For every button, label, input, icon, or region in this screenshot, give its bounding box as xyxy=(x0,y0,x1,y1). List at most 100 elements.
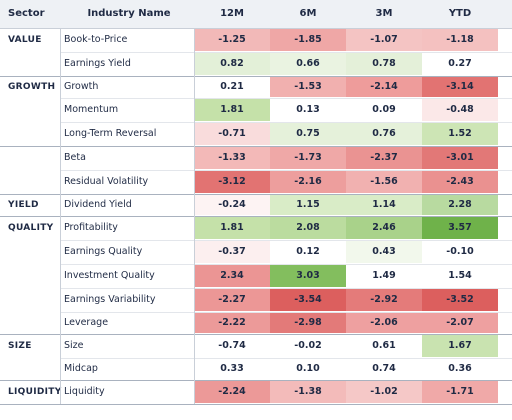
factor-value: -1.56 xyxy=(370,176,398,187)
factor-value: -1.07 xyxy=(370,34,398,45)
factor-value: -2.16 xyxy=(294,176,322,187)
heat-cell xyxy=(194,99,270,121)
heat-cell xyxy=(346,29,422,51)
factor-value: 0.13 xyxy=(296,104,320,115)
column-divider xyxy=(60,28,61,404)
factor-name: Earnings Yield xyxy=(64,58,131,69)
heat-cell xyxy=(270,335,346,357)
factor-value: 0.10 xyxy=(296,363,320,374)
heat-cell xyxy=(270,289,346,311)
table-row: Investment Quality 2.34 3.03 1.49 1.54 xyxy=(0,264,512,288)
table-row: Momentum 1.81 0.13 0.09 -0.48 xyxy=(0,98,512,122)
heat-cell xyxy=(422,77,498,97)
heat-cell xyxy=(194,359,270,379)
group-divider xyxy=(0,194,512,195)
factor-value: 0.78 xyxy=(372,58,396,69)
heat-cell xyxy=(422,195,498,215)
header-industry-name: Industry Name xyxy=(87,8,171,19)
heat-cell xyxy=(422,313,498,333)
factor-value: -0.02 xyxy=(294,340,322,351)
factor-value: 0.43 xyxy=(372,246,396,257)
factor-value: -3.01 xyxy=(446,152,474,163)
factor-name: Profitability xyxy=(64,222,118,233)
factor-value: 0.75 xyxy=(296,128,320,139)
group-divider xyxy=(0,216,512,217)
heat-cell xyxy=(270,241,346,263)
table-row: LIQUIDITY Liquidity -2.24 -1.38 -1.02 -1.71 xyxy=(0,380,512,404)
factor-value: 0.36 xyxy=(448,363,472,374)
heat-cell xyxy=(346,171,422,193)
factor-value: 0.82 xyxy=(220,58,244,69)
row-divider xyxy=(60,264,512,265)
heat-cell xyxy=(270,265,346,287)
table-row: Long-Term Reversal -0.71 0.75 0.76 1.52 xyxy=(0,122,512,146)
factor-name: Midcap xyxy=(64,363,98,374)
table-row: Residual Volatility -3.12 -2.16 -1.56 -2.43 xyxy=(0,170,512,194)
header-6m: 6M xyxy=(299,8,317,19)
factor-value: -1.38 xyxy=(294,386,322,397)
factor-value: 0.27 xyxy=(448,58,472,69)
heat-cell xyxy=(194,195,270,215)
factor-value: 0.33 xyxy=(220,363,244,374)
table-header: Sector Industry Name 12M 6M 3M YTD xyxy=(0,0,512,29)
row-divider xyxy=(60,288,512,289)
sector-label: GROWTH xyxy=(8,82,56,92)
factor-value: -0.74 xyxy=(218,340,246,351)
heat-cell xyxy=(194,335,270,357)
factor-value: 0.21 xyxy=(220,81,244,92)
sector-label: LIQUIDITY xyxy=(8,387,62,397)
factor-name: Dividend Yield xyxy=(64,199,132,210)
factor-value: 3.03 xyxy=(296,270,320,281)
heat-cell xyxy=(346,99,422,121)
heat-cell xyxy=(346,335,422,357)
heat-cell xyxy=(422,265,498,287)
heat-cell xyxy=(422,217,498,239)
sector-label: VALUE xyxy=(8,35,42,45)
heat-cell xyxy=(346,77,422,97)
factor-value: -1.53 xyxy=(294,81,322,92)
heat-cell xyxy=(422,335,498,357)
factor-value: -1.73 xyxy=(294,152,322,163)
heat-cell xyxy=(422,289,498,311)
heat-cell xyxy=(194,289,270,311)
factor-value: 0.74 xyxy=(372,363,396,374)
table-row: GROWTH Growth 0.21 -1.53 -2.14 -3.14 xyxy=(0,76,512,98)
factor-value: -3.14 xyxy=(446,81,474,92)
factor-value: -2.06 xyxy=(370,317,398,328)
row-divider xyxy=(60,170,512,171)
factor-value: 2.28 xyxy=(448,199,472,210)
heat-cell xyxy=(194,29,270,51)
factor-value: -1.25 xyxy=(218,34,246,45)
factor-value: -3.54 xyxy=(294,294,322,305)
header-3m: 3M xyxy=(375,8,393,19)
factor-name: Long-Term Reversal xyxy=(64,128,157,139)
factor-value: 0.66 xyxy=(296,58,320,69)
table-row: Earnings Quality -0.37 0.12 0.43 -0.10 xyxy=(0,240,512,264)
sector-label: SIZE xyxy=(8,341,32,351)
heat-cell xyxy=(270,381,346,403)
heat-cell xyxy=(346,313,422,333)
row-divider xyxy=(60,122,512,123)
heat-cell xyxy=(194,381,270,403)
factor-value: -3.12 xyxy=(218,176,246,187)
factor-value: -0.24 xyxy=(218,199,246,210)
sector-label: YIELD xyxy=(8,200,39,210)
heat-cell xyxy=(346,217,422,239)
heat-cell xyxy=(422,381,498,403)
factor-value: 2.08 xyxy=(296,222,320,233)
factor-value: -2.27 xyxy=(218,294,246,305)
heat-cell xyxy=(346,241,422,263)
factor-value: -1.71 xyxy=(446,386,474,397)
factor-value: -0.10 xyxy=(446,246,474,257)
heat-cell xyxy=(422,147,498,169)
factor-value: -0.71 xyxy=(218,128,246,139)
table-row: Earnings Variability -2.27 -3.54 -2.92 -3.52 xyxy=(0,288,512,312)
factor-name: Book-to-Price xyxy=(64,34,128,45)
group-divider xyxy=(0,76,512,77)
table-row: VALUE Book-to-Price -1.25 -1.85 -1.07 -1.18 xyxy=(0,28,512,52)
row-divider xyxy=(60,312,512,313)
heat-cell xyxy=(194,217,270,239)
row-divider xyxy=(60,240,512,241)
heat-cell xyxy=(194,265,270,287)
heat-cell xyxy=(270,77,346,97)
